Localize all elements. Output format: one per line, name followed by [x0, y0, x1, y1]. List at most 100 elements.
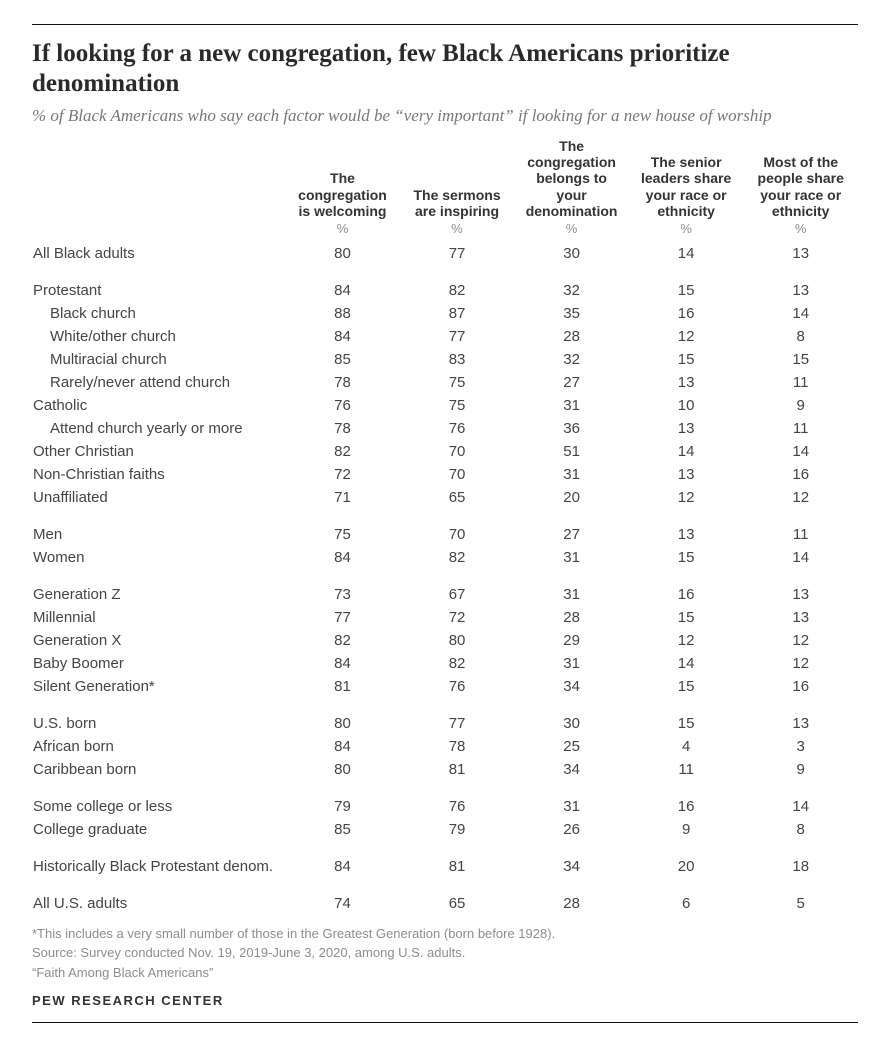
cell-value: 28: [514, 606, 629, 629]
cell-value: 12: [743, 486, 858, 509]
row-label: Protestant: [32, 279, 285, 302]
pct-symbol: %: [743, 221, 858, 242]
cell-value: 28: [514, 325, 629, 348]
footnotes: *This includes a very small number of th…: [32, 925, 858, 982]
cell-value: 78: [285, 371, 400, 394]
cell-value: 13: [743, 279, 858, 302]
publisher-logo: PEW RESEARCH CENTER: [32, 993, 858, 1008]
cell-value: 28: [514, 892, 629, 915]
table-row: Silent Generation*8176341516: [32, 675, 858, 698]
cell-value: 12: [743, 652, 858, 675]
pct-symbol: %: [629, 221, 744, 242]
table-row: Rarely/never attend church7875271311: [32, 371, 858, 394]
pct-symbol: %: [514, 221, 629, 242]
cell-value: 72: [400, 606, 515, 629]
cell-value: 14: [743, 440, 858, 463]
row-label: African born: [32, 735, 285, 758]
cell-value: 32: [514, 348, 629, 371]
cell-value: 16: [629, 302, 744, 325]
cell-value: 9: [743, 758, 858, 781]
cell-value: 15: [743, 348, 858, 371]
cell-value: 29: [514, 629, 629, 652]
cell-value: 34: [514, 675, 629, 698]
table-row: Men7570271311: [32, 523, 858, 546]
table-row: Catholic767531109: [32, 394, 858, 417]
cell-value: 84: [285, 546, 400, 569]
cell-value: 84: [285, 855, 400, 878]
report-table-page: If looking for a new congregation, few B…: [0, 0, 890, 1043]
cell-value: 80: [285, 242, 400, 265]
row-label: Women: [32, 546, 285, 569]
cell-value: 11: [743, 523, 858, 546]
cell-value: 31: [514, 652, 629, 675]
group-gap: [32, 781, 858, 795]
cell-value: 65: [400, 486, 515, 509]
cell-value: 14: [743, 546, 858, 569]
cell-value: 79: [400, 818, 515, 841]
cell-value: 12: [629, 486, 744, 509]
cell-value: 14: [629, 652, 744, 675]
footnote-line: “Faith Among Black Americans”: [32, 964, 858, 982]
cell-value: 77: [400, 242, 515, 265]
cell-value: 31: [514, 795, 629, 818]
cell-value: 85: [285, 348, 400, 371]
cell-value: 8: [743, 325, 858, 348]
cell-value: 13: [743, 606, 858, 629]
cell-value: 80: [285, 712, 400, 735]
row-label: Millennial: [32, 606, 285, 629]
table-row: Protestant8482321513: [32, 279, 858, 302]
row-label: Baby Boomer: [32, 652, 285, 675]
table-row: African born84782543: [32, 735, 858, 758]
data-table: The congregation is welcoming The sermon…: [32, 134, 858, 914]
cell-value: 76: [400, 675, 515, 698]
cell-value: 13: [743, 242, 858, 265]
cell-value: 20: [629, 855, 744, 878]
cell-value: 16: [629, 795, 744, 818]
cell-value: 76: [285, 394, 400, 417]
footnote-line: Source: Survey conducted Nov. 19, 2019-J…: [32, 944, 858, 962]
pct-symbol-row: % % % % %: [32, 221, 858, 242]
table-row: All U.S. adults74652865: [32, 892, 858, 915]
row-label: Attend church yearly or more: [32, 417, 285, 440]
cell-value: 35: [514, 302, 629, 325]
table-row: White/other church847728128: [32, 325, 858, 348]
cell-value: 25: [514, 735, 629, 758]
row-label: Generation X: [32, 629, 285, 652]
cell-value: 84: [285, 735, 400, 758]
row-label: Caribbean born: [32, 758, 285, 781]
row-label: Some college or less: [32, 795, 285, 818]
table-row: Black church8887351614: [32, 302, 858, 325]
column-header: Most of the people share your race or et…: [743, 134, 858, 220]
row-label: Silent Generation*: [32, 675, 285, 698]
page-title: If looking for a new congregation, few B…: [32, 39, 858, 99]
cell-value: 74: [285, 892, 400, 915]
table-row: Baby Boomer8482311412: [32, 652, 858, 675]
table-row: Generation X8280291212: [32, 629, 858, 652]
cell-value: 11: [743, 417, 858, 440]
cell-value: 83: [400, 348, 515, 371]
cell-value: 10: [629, 394, 744, 417]
cell-value: 31: [514, 546, 629, 569]
table-row: Caribbean born808134119: [32, 758, 858, 781]
cell-value: 9: [629, 818, 744, 841]
cell-value: 13: [629, 371, 744, 394]
cell-value: 11: [743, 371, 858, 394]
row-label: Unaffiliated: [32, 486, 285, 509]
table-row: U.S. born8077301513: [32, 712, 858, 735]
cell-value: 15: [629, 675, 744, 698]
cell-value: 76: [400, 795, 515, 818]
group-gap: [32, 841, 858, 855]
cell-value: 15: [629, 348, 744, 371]
cell-value: 3: [743, 735, 858, 758]
table-row: Unaffiliated7165201212: [32, 486, 858, 509]
cell-value: 31: [514, 583, 629, 606]
cell-value: 9: [743, 394, 858, 417]
cell-value: 81: [400, 855, 515, 878]
table-row: Some college or less7976311614: [32, 795, 858, 818]
cell-value: 70: [400, 463, 515, 486]
column-header: The senior leaders share your race or et…: [629, 134, 744, 220]
row-label: Men: [32, 523, 285, 546]
row-label: Other Christian: [32, 440, 285, 463]
cell-value: 13: [629, 463, 744, 486]
cell-value: 16: [629, 583, 744, 606]
